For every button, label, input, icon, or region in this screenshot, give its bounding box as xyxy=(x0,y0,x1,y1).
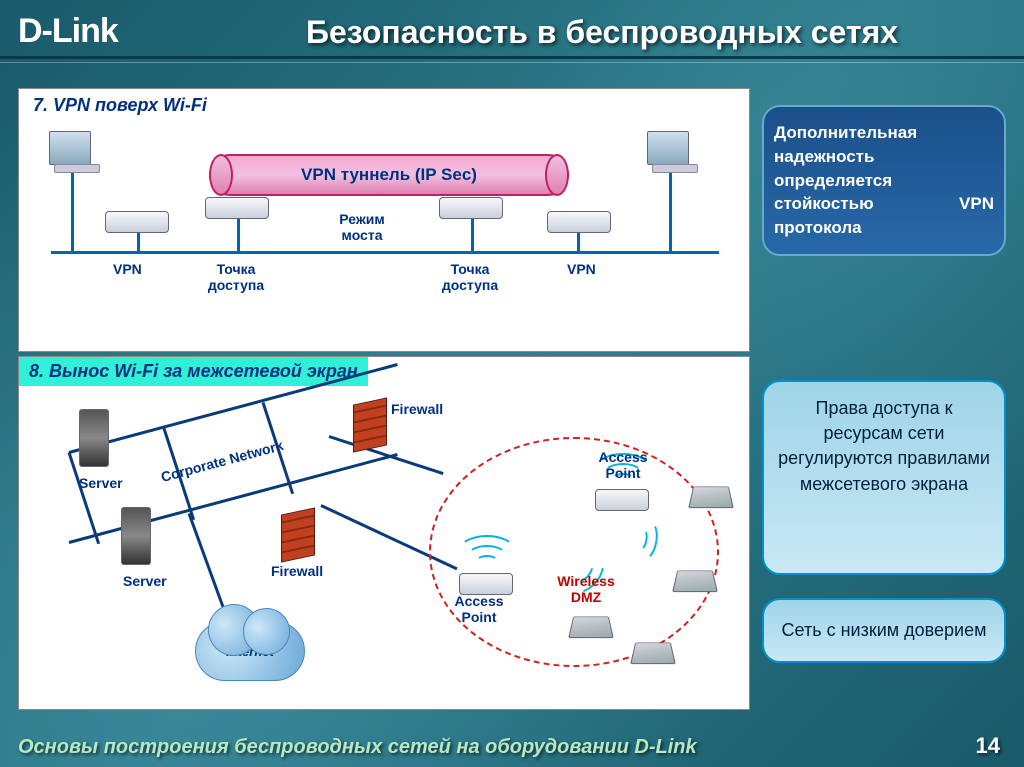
callout-firewall-rules: Права доступа к ресурсам сети регулируют… xyxy=(762,380,1006,575)
panel-wifi-behind-fw: 8. Вынос Wi-Fi за межсетевой экран Inter… xyxy=(18,356,750,710)
slide-footer: Основы построения беспроводных сетей на … xyxy=(18,736,697,759)
callout1-text: Дополнительная надежность определяется с… xyxy=(774,123,994,237)
label-corpnet: Corporate Network xyxy=(159,437,285,485)
dmz-laptop xyxy=(568,617,614,639)
vpn-tunnel: VPN туннель (IP Sec) xyxy=(209,154,569,196)
net-backbone xyxy=(51,251,719,254)
label-bridge: Режим моста xyxy=(327,211,397,243)
label-server1: Server xyxy=(79,475,123,491)
server2-icon xyxy=(121,507,151,565)
callout2-text: Права доступа к ресурсам сети регулируют… xyxy=(778,398,990,494)
access-point-left xyxy=(205,197,269,219)
label-dmz: Wireless DMZ xyxy=(549,573,623,605)
panel-vpn-over-wifi: 7. VPN поверх Wi-Fi VPN туннель (IP Sec)… xyxy=(18,88,750,352)
label-server2: Server xyxy=(123,573,167,589)
label-ap-r: Точка доступа xyxy=(435,261,505,293)
panel1-header-text: 7. VPN поверх Wi-Fi xyxy=(33,95,207,115)
callout-low-trust: Сеть с низким доверием xyxy=(762,598,1006,663)
callout-vpn-strength: Дополнительная надежность определяется с… xyxy=(762,105,1006,256)
callout3-text: Сеть с низким доверием xyxy=(782,620,987,640)
brand-logo: D-Link xyxy=(18,12,118,51)
label-fw2: Firewall xyxy=(271,563,323,579)
vpn-router-right xyxy=(547,211,611,233)
panel2-header-text: 8. Вынос Wi-Fi за межсетевой экран xyxy=(29,361,358,381)
firewall1-icon xyxy=(353,397,387,452)
net-drop xyxy=(71,161,74,253)
dmz-ap1 xyxy=(459,573,513,595)
page-number: 14 xyxy=(976,733,1000,759)
label-vpn-r: VPN xyxy=(567,261,596,277)
header-rule xyxy=(0,56,1024,59)
vpn-tunnel-label: VPN туннель (IP Sec) xyxy=(301,165,477,185)
firewall2-icon xyxy=(281,507,315,562)
net-drop xyxy=(669,161,672,253)
dmz-ap2 xyxy=(595,489,649,511)
internet-cloud: Internet xyxy=(195,621,305,681)
header-rule-2 xyxy=(0,62,1024,63)
dmz-laptop xyxy=(672,571,718,593)
label-vpn-l: VPN xyxy=(113,261,142,277)
vpn-router-left xyxy=(105,211,169,233)
internet-label: Internet xyxy=(226,644,274,659)
dmz-laptop xyxy=(688,487,734,509)
panel2-header: 8. Вынос Wi-Fi за межсетевой экран xyxy=(19,357,368,386)
panel1-header: 7. VPN поверх Wi-Fi xyxy=(19,89,221,122)
label-ap2: Access Point xyxy=(591,449,655,481)
pc-right-icon xyxy=(647,131,689,165)
access-point-right xyxy=(439,197,503,219)
slide-title: Безопасность в беспроводных сетях xyxy=(200,14,1004,51)
corpnet-line xyxy=(69,453,398,544)
server1-icon xyxy=(79,409,109,467)
dmz-laptop xyxy=(630,643,676,665)
label-fw1: Firewall xyxy=(391,401,443,417)
label-ap-l: Точка доступа xyxy=(201,261,271,293)
pc-left-icon xyxy=(49,131,91,165)
label-ap1: Access Point xyxy=(447,593,511,625)
